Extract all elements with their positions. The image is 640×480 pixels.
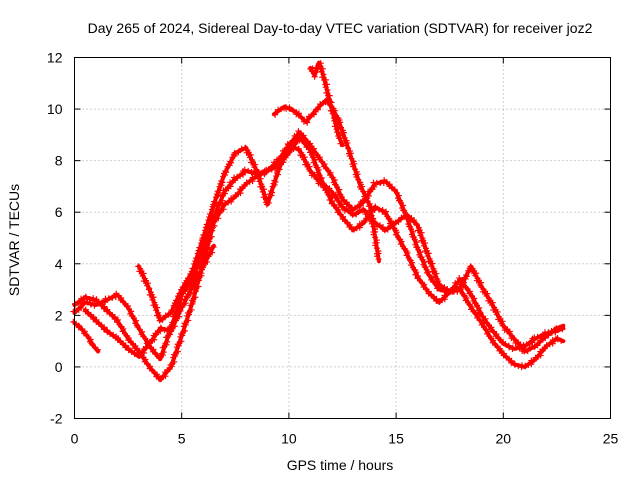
- x-tick-label: 10: [281, 431, 297, 447]
- series-track-1: [70, 128, 566, 362]
- y-axis-label: SDTVAR / TECUs: [6, 184, 22, 296]
- x-tick-label: 25: [603, 431, 619, 447]
- series-track-5: [307, 60, 345, 148]
- grid: [74, 57, 611, 419]
- series-track-6: [70, 318, 101, 354]
- x-tick-label: 0: [71, 431, 79, 447]
- y-tick-label: 10: [47, 101, 63, 117]
- chart-title: Day 265 of 2024, Sidereal Day-to-day VTE…: [88, 20, 593, 36]
- y-tick-label: 8: [55, 153, 63, 169]
- series-markers: [70, 318, 101, 353]
- series-markers: [135, 142, 563, 355]
- y-tick-label: 6: [55, 204, 63, 220]
- x-tick-label: 20: [496, 431, 512, 447]
- y-tick-label: -2: [50, 411, 63, 427]
- y-tick-label: 0: [55, 359, 63, 375]
- series-markers: [272, 96, 382, 263]
- series-track-7: [82, 243, 217, 360]
- y-tick-label: 12: [47, 50, 63, 66]
- series-line: [271, 96, 381, 264]
- y-tick-label: 4: [55, 256, 63, 272]
- x-axis-label: GPS time / hours: [287, 457, 394, 473]
- plot-frame: [74, 57, 611, 419]
- series-markers: [70, 128, 566, 361]
- data-series: [70, 60, 566, 383]
- series-markers: [82, 244, 217, 360]
- series-track-3: [135, 142, 566, 355]
- series-markers: [307, 60, 345, 147]
- x-tick-label: 15: [388, 431, 404, 447]
- y-tick-label: 2: [55, 307, 63, 323]
- x-tick-label: 5: [178, 431, 186, 447]
- series-track-4: [271, 96, 382, 264]
